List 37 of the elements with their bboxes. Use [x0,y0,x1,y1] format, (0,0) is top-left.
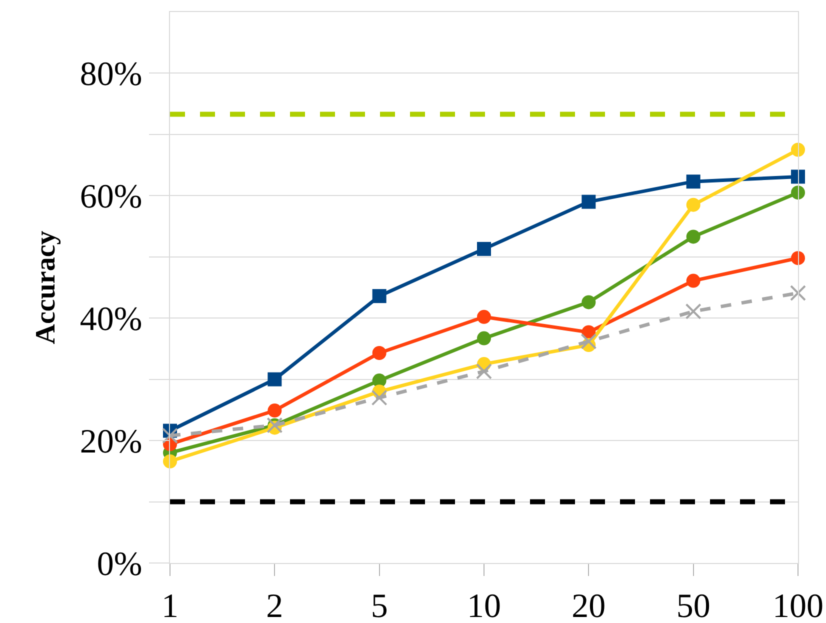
point [371,390,388,406]
point [582,295,596,310]
point [163,454,177,468]
point [372,289,386,304]
point [791,186,805,200]
x-tick-label: 20 [572,588,606,623]
point [686,274,700,288]
x-tick-label: 50 [676,588,710,623]
point [476,363,492,380]
y-tick-label: 60% [80,178,142,216]
point [582,194,596,209]
point [268,404,282,418]
point [791,170,805,184]
point [372,346,386,360]
y-tick-label: 0% [96,546,142,583]
x-tick-label: 100 [772,588,824,623]
point [791,251,805,266]
point [686,174,700,189]
x-tick-label: 2 [266,588,284,623]
point [580,333,597,350]
point [477,331,491,346]
point [685,303,702,320]
point [162,428,178,444]
point [686,230,700,244]
x-tick-label: 10 [467,588,501,623]
point [686,198,700,212]
y-tick-label: 20% [80,423,142,460]
point [477,242,491,256]
y-tick-label: 40% [80,301,142,338]
point [791,142,805,157]
point [268,372,282,386]
point [477,310,491,324]
y-tick-label: 80% [80,56,142,94]
x-tick-label: 1 [162,588,178,623]
point [790,285,806,302]
x-tick-label: 5 [370,588,388,623]
y-axis-title: Accuracy [30,230,62,344]
